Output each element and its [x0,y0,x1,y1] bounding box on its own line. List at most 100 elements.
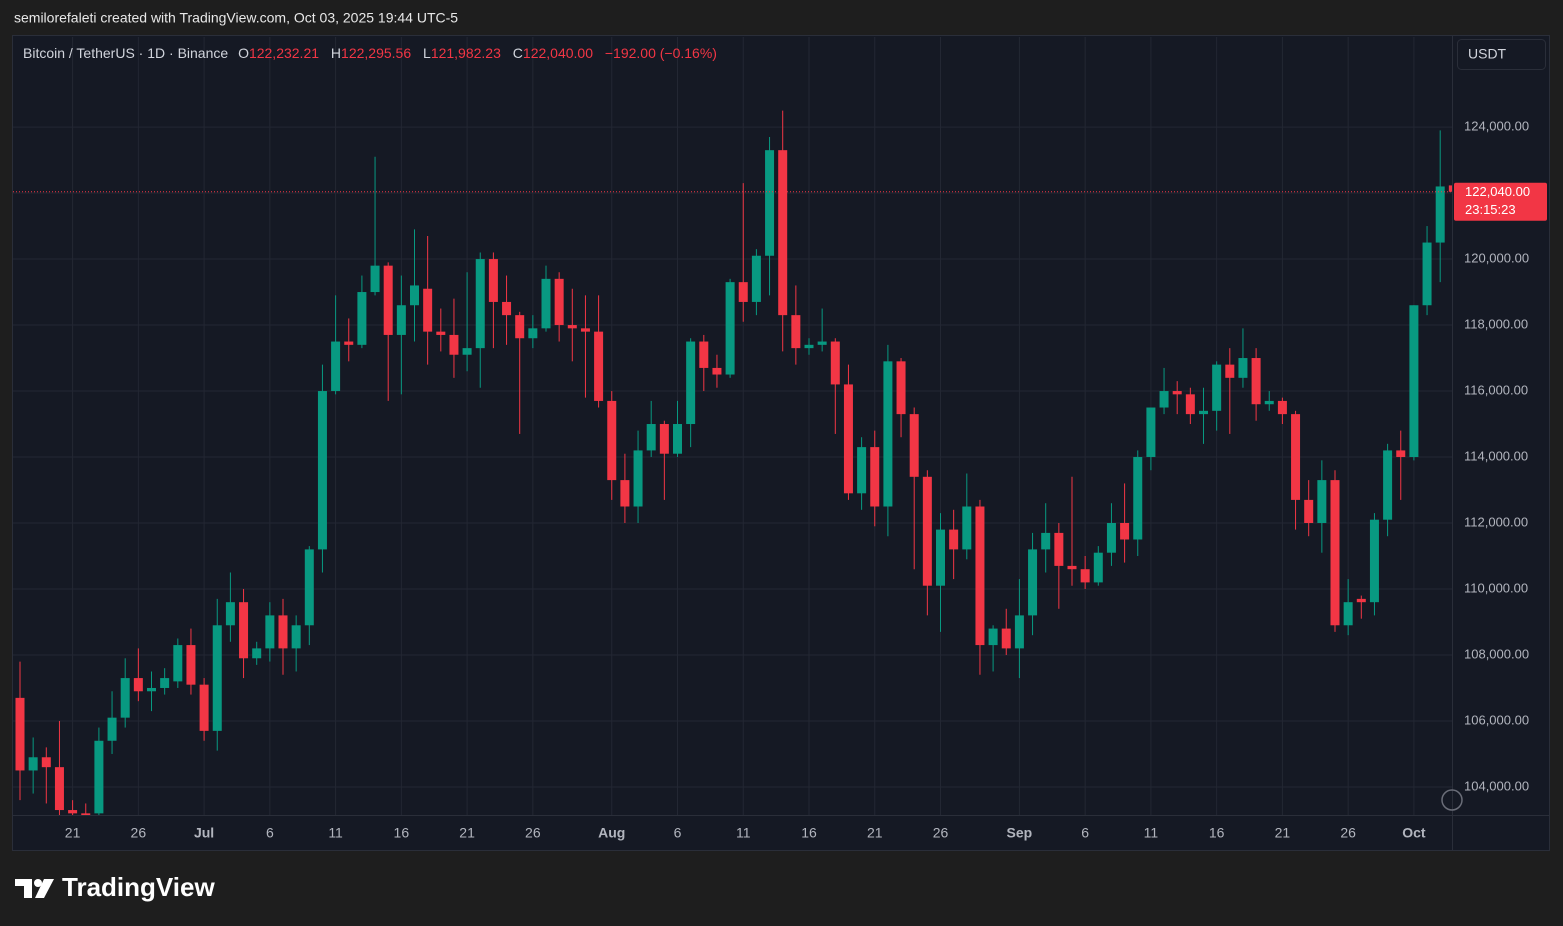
candle-body [988,628,998,646]
candle-body [830,341,840,385]
candle-body [673,424,682,454]
candle-body [633,450,643,507]
candle-body [541,278,551,329]
symbol-bar: Bitcoin / TetherUS · 1D · Binance O122,2… [23,45,717,61]
candle-body [804,344,814,349]
candle-body [1146,407,1156,458]
x-tick-label: 21 [65,825,81,841]
ohlc-value: 122,295.56 [341,45,411,61]
x-tick-label: Aug [598,825,625,841]
candle-body [699,341,709,368]
candle-body [646,424,656,451]
candle-body [1080,569,1090,583]
candle-body [28,757,38,771]
x-tick-label: 16 [801,825,817,841]
candle-body [81,813,91,815]
candle-body [870,447,880,507]
y-tick-label: 112,000.00 [1464,514,1528,529]
candle-body [896,361,906,415]
x-tick-label: Jul [194,825,214,841]
x-tick-label: 11 [1144,825,1159,841]
scroll-icon[interactable] [1441,789,1463,811]
candle-body [449,334,459,355]
candle-body [1172,391,1182,395]
last-price-box [1454,182,1547,221]
candle-body [502,301,512,316]
x-tick-label: 26 [1340,825,1356,841]
candle-body [528,328,538,339]
candle-body [936,529,945,586]
candle-body [15,697,25,771]
candle-body [291,625,301,649]
candle-body [317,391,327,550]
candle-body [1014,615,1024,649]
candle-body [239,602,249,659]
candle-body [331,341,341,392]
candle-body [383,265,393,335]
candle-body [580,328,590,332]
candle-body [778,150,788,316]
x-tick-label: 11 [328,825,343,841]
candle-body [607,400,617,481]
x-tick-label: 21 [867,825,883,841]
x-tick-label: 6 [266,825,274,841]
candle-body [423,288,433,332]
candle-body [1041,532,1051,550]
candle-body [1264,400,1274,405]
candle-body [922,476,932,586]
candle-body [1212,364,1222,411]
candle-body [107,717,117,741]
candle-body [1251,358,1261,405]
candle-body [1330,480,1340,626]
candle-body [475,259,485,349]
candle-body [94,740,104,814]
candle-body [1199,410,1208,415]
candle-body [186,645,196,685]
candle-body [344,341,354,345]
candle-body [1396,450,1406,458]
ohlc-key: O [238,45,249,61]
candle-body [462,348,472,355]
candle-body [1054,532,1064,566]
candle-body [1409,305,1419,458]
candle-body [1304,499,1314,524]
y-tick-label: 124,000.00 [1464,119,1529,134]
candle-body [1120,523,1130,540]
candles [15,110,1452,815]
ohlc-value: 122,040.00 [523,45,593,61]
candle-body [1383,450,1393,520]
candle-body [41,757,51,768]
candle-body [410,285,419,306]
candle-body [1028,549,1038,616]
x-tick-label: 26 [525,825,541,841]
candle-body [199,684,209,731]
currency-button[interactable] [1457,39,1546,70]
candle-body [843,384,853,494]
ohlc-value: 122,232.21 [249,45,319,61]
candle-body [54,767,64,811]
candle-body [817,341,827,345]
caption: semilorefaleti created with TradingView.… [14,10,458,26]
candle-body [1238,358,1248,378]
candle-body [133,678,143,692]
candle-body [883,361,893,507]
y-tick-label: 118,000.00 [1464,316,1528,331]
candle-body [1422,242,1432,306]
candle-body [1343,602,1353,626]
candle-body [252,648,262,659]
candle-body [791,315,801,349]
candle-body [1448,185,1452,192]
candle-body [120,678,130,718]
candle-body [909,414,919,477]
candle-body [212,625,222,731]
ohlc-key: L [423,45,431,61]
x-tick-label: Oct [1402,825,1426,841]
ohlc-key: H [331,45,341,61]
candle-body [396,305,406,335]
brand: TradingView [62,872,215,902]
candle-body [659,424,669,454]
candle-body [1356,598,1366,603]
candle-body [1106,523,1116,553]
last-price-label: 122,040.00 [1465,184,1530,199]
candle-body [725,282,735,375]
